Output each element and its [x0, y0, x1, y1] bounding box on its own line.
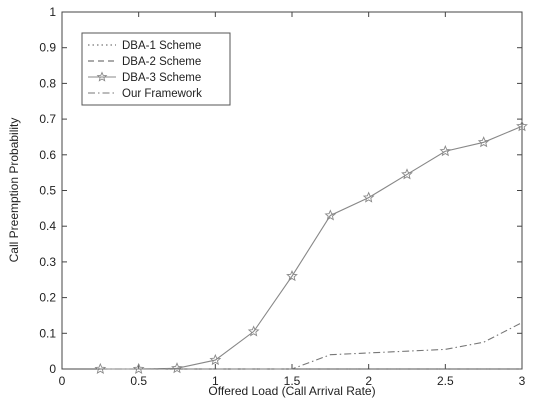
y-tick-label: 0.5	[39, 184, 56, 198]
legend-marker	[96, 71, 108, 82]
y-tick-label: 0.1	[39, 326, 56, 340]
series-line-2	[100, 125, 523, 370]
series-marker	[209, 353, 222, 366]
y-tick-label: 0	[49, 362, 56, 376]
y-axis-label: Call Preemption Probability	[7, 118, 21, 263]
series-layer	[94, 120, 528, 374]
y-axis-ticks: 0 0.1 0.2 0.3 0.4 0.5 0.6 0.7 0.8 0.9 1	[39, 5, 522, 376]
x-axis-label: Offered Load (Call Arrival Rate)	[208, 384, 375, 398]
series-marker	[324, 209, 337, 221]
y-tick-label: 1	[49, 5, 56, 19]
y-tick-label: 0.2	[39, 291, 56, 305]
x-tick-label: 0	[59, 374, 66, 388]
legend-label: Our Framework	[122, 88, 202, 100]
series-marker	[516, 120, 528, 132]
series-marker	[247, 325, 260, 337]
y-tick-label: 0.7	[39, 112, 56, 126]
legend-label: DBA-2 Scheme	[122, 56, 201, 68]
y-tick-label: 0.9	[39, 41, 56, 55]
x-tick-label: 3	[519, 374, 526, 388]
series-marker	[132, 362, 145, 374]
x-tick-label: 2.5	[437, 374, 454, 388]
series-marker	[439, 145, 452, 157]
x-tick-label: 0.5	[130, 374, 147, 388]
legend: DBA-1 Scheme DBA-2 Scheme DBA-3 Scheme Our …	[81, 32, 231, 106]
series-marker	[286, 270, 298, 282]
legend-label: DBA-3 Scheme	[122, 72, 201, 84]
legend-label: DBA-1 Scheme	[122, 40, 201, 52]
series-marker	[401, 168, 413, 180]
y-tick-label: 0.6	[39, 148, 56, 162]
x-axis-ticks: 0 0.5 1 1.5 2 2.5 3	[59, 12, 526, 388]
series-marker	[477, 136, 490, 148]
series-marker	[94, 362, 107, 374]
y-tick-label: 0.3	[39, 255, 56, 269]
x-tick-label: 1.5	[284, 374, 301, 388]
y-tick-label: 0.8	[39, 76, 56, 90]
series-line-3	[100, 322, 523, 370]
series-marker	[362, 191, 375, 203]
series-marker	[171, 362, 183, 374]
y-tick-label: 0.4	[39, 219, 56, 233]
x-tick-label: 1	[212, 374, 219, 388]
x-tick-label: 2	[365, 374, 372, 388]
